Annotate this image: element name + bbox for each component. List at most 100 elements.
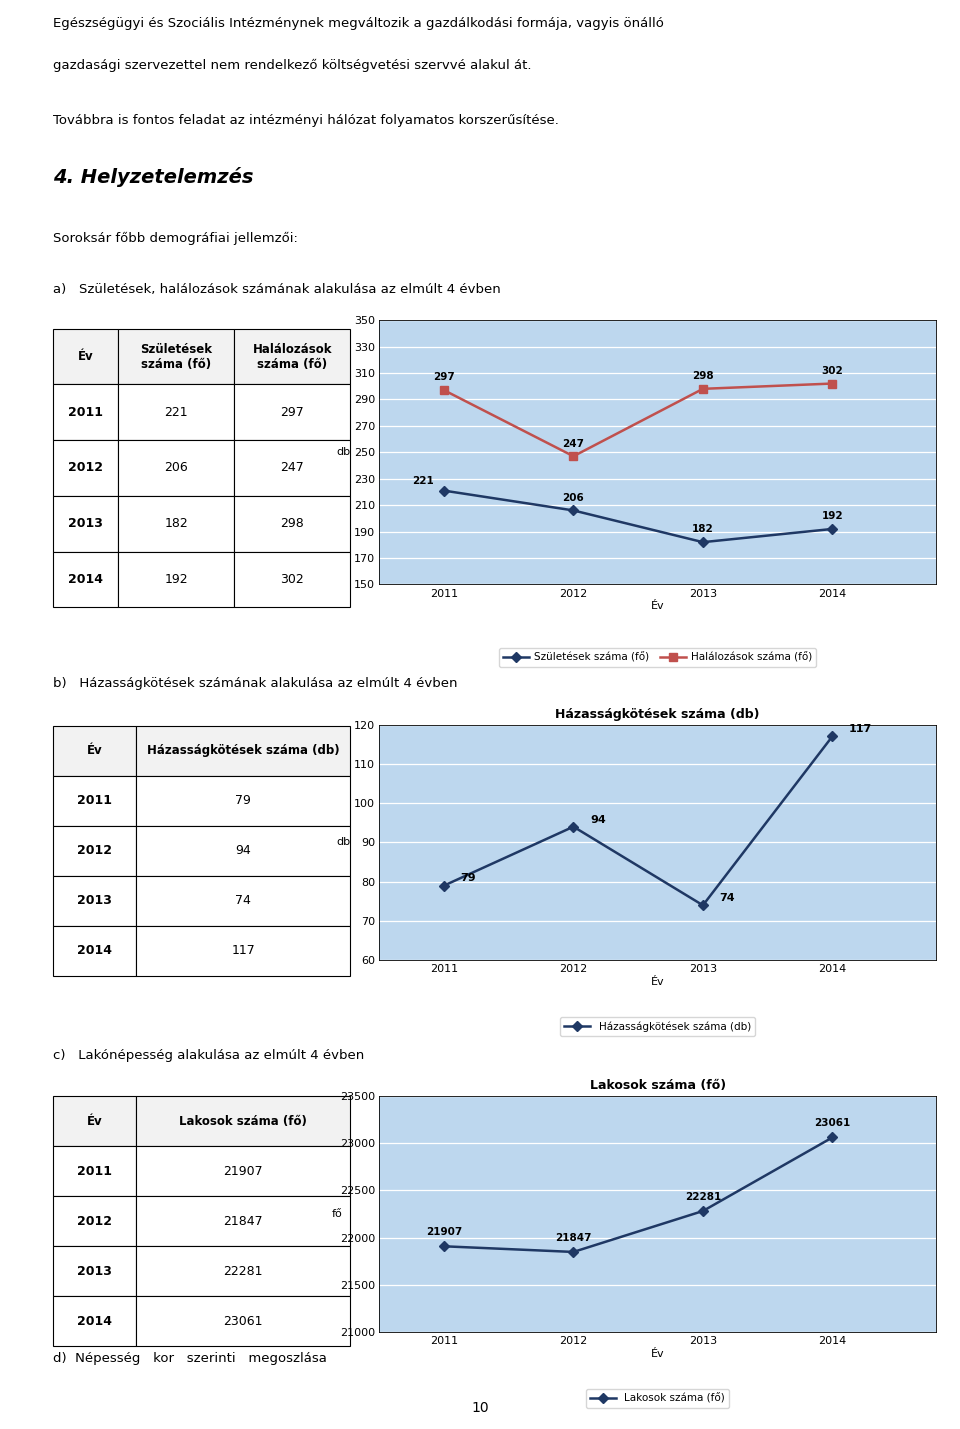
- Text: 117: 117: [849, 725, 873, 735]
- Text: Soroksár főbb demográfiai jellemzői:: Soroksár főbb demográfiai jellemzői:: [53, 231, 298, 244]
- Text: b)   Házasságkötések számának alakulása az elmúlt 4 évben: b) Házasságkötések számának alakulása az…: [53, 677, 457, 690]
- Text: 4. Helyzetelemzés: 4. Helyzetelemzés: [53, 167, 253, 187]
- Text: 74: 74: [720, 893, 735, 903]
- FancyBboxPatch shape: [136, 1296, 350, 1346]
- Házasságkötések száma (db): [827, 727, 838, 745]
- FancyBboxPatch shape: [136, 726, 350, 776]
- Születések száma (fő): [567, 502, 579, 519]
- Text: 297: 297: [433, 373, 455, 383]
- FancyBboxPatch shape: [53, 926, 136, 976]
- Text: 79: 79: [235, 795, 252, 807]
- FancyBboxPatch shape: [136, 826, 350, 876]
- FancyBboxPatch shape: [136, 876, 350, 926]
- Text: 2013: 2013: [77, 895, 112, 907]
- FancyBboxPatch shape: [53, 726, 136, 776]
- Text: Továbbra is fontos feladat az intézményi hálózat folyamatos korszerűsítése.: Továbbra is fontos feladat az intézményi…: [53, 114, 559, 127]
- Text: a)   Születések, halálozások számának alakulása az elmúlt 4 évben: a) Születések, halálozások számának alak…: [53, 283, 500, 296]
- Text: 2011: 2011: [77, 795, 112, 807]
- Házasságkötések száma (db): [697, 897, 708, 915]
- Line: Születések száma (fő): Születések száma (fő): [441, 487, 836, 546]
- Lakosok száma (fő): [438, 1238, 449, 1255]
- Legend: Lakosok száma (fő): Lakosok száma (fő): [586, 1389, 730, 1408]
- Halálozások száma (fő): [827, 374, 838, 392]
- FancyBboxPatch shape: [53, 1246, 136, 1296]
- FancyBboxPatch shape: [136, 1146, 350, 1196]
- Házasságkötések száma (db): [438, 877, 449, 895]
- FancyBboxPatch shape: [53, 1146, 136, 1196]
- Text: 297: 297: [280, 406, 304, 419]
- Text: c)   Lakónépesség alakulása az elmúlt 4 évben: c) Lakónépesség alakulása az elmúlt 4 év…: [53, 1049, 364, 1062]
- FancyBboxPatch shape: [53, 440, 118, 496]
- Line: Házasságkötések száma (db): Házasságkötések száma (db): [441, 733, 836, 909]
- FancyBboxPatch shape: [118, 496, 234, 552]
- Text: Halálozások
száma (fő): Halálozások száma (fő): [252, 343, 332, 370]
- Születések száma (fő): [827, 520, 838, 537]
- Text: 2012: 2012: [77, 845, 112, 857]
- Lakosok száma (fő): [567, 1243, 579, 1260]
- FancyBboxPatch shape: [234, 440, 350, 496]
- FancyBboxPatch shape: [53, 329, 118, 384]
- Text: gazdasági szervezettel nem rendelkező költségvetési szervvé alakul át.: gazdasági szervezettel nem rendelkező kö…: [53, 59, 531, 71]
- Line: Lakosok száma (fő): Lakosok száma (fő): [441, 1135, 836, 1256]
- Text: 2011: 2011: [68, 406, 103, 419]
- Text: 247: 247: [280, 462, 304, 474]
- Text: 2012: 2012: [77, 1215, 112, 1228]
- Text: 94: 94: [235, 845, 252, 857]
- FancyBboxPatch shape: [136, 776, 350, 826]
- FancyBboxPatch shape: [53, 876, 136, 926]
- Text: 94: 94: [590, 815, 606, 825]
- Text: 2013: 2013: [68, 517, 103, 530]
- Text: 23061: 23061: [814, 1119, 851, 1129]
- FancyBboxPatch shape: [53, 384, 118, 440]
- FancyBboxPatch shape: [136, 1246, 350, 1296]
- FancyBboxPatch shape: [136, 926, 350, 976]
- Text: 21847: 21847: [224, 1215, 263, 1228]
- FancyBboxPatch shape: [53, 496, 118, 552]
- Title: Lakosok száma (fő): Lakosok száma (fő): [589, 1079, 726, 1092]
- FancyBboxPatch shape: [234, 329, 350, 384]
- Legend: Születések száma (fő), Halálozások száma (fő): Születések száma (fő), Halálozások száma…: [499, 647, 816, 667]
- Text: Születések
száma (fő): Születések száma (fő): [140, 343, 212, 370]
- Text: d)  Népesség   kor   szerinti   megoszlása: d) Népesség kor szerinti megoszlása: [53, 1352, 326, 1365]
- Text: 221: 221: [164, 406, 188, 419]
- Text: Egészségügyi és Szociális Intézménynek megváltozik a gazdálkodási formája, vagyi: Egészségügyi és Szociális Intézménynek m…: [53, 17, 663, 30]
- Házasságkötések száma (db): [567, 817, 579, 835]
- Text: 22281: 22281: [684, 1192, 721, 1202]
- Y-axis label: db: db: [336, 447, 350, 457]
- Text: 182: 182: [692, 524, 714, 534]
- FancyBboxPatch shape: [118, 440, 234, 496]
- FancyBboxPatch shape: [136, 1196, 350, 1246]
- Text: 74: 74: [235, 895, 252, 907]
- Text: 302: 302: [280, 573, 304, 586]
- FancyBboxPatch shape: [234, 552, 350, 607]
- Text: 2014: 2014: [77, 945, 112, 957]
- Text: 298: 298: [692, 372, 713, 382]
- Legend: Házasságkötések száma (db): Házasságkötések száma (db): [560, 1017, 756, 1036]
- Title: Házasságkötések száma (db): Házasságkötések száma (db): [555, 707, 760, 720]
- Text: 2011: 2011: [77, 1165, 112, 1177]
- FancyBboxPatch shape: [53, 552, 118, 607]
- FancyBboxPatch shape: [234, 384, 350, 440]
- Születések száma (fő): [697, 533, 708, 550]
- Text: Házasságkötések száma (db): Házasságkötések száma (db): [147, 745, 340, 757]
- Text: 2014: 2014: [77, 1315, 112, 1328]
- X-axis label: Év: Év: [651, 1349, 664, 1359]
- Text: 21907: 21907: [224, 1165, 263, 1177]
- Text: Év: Év: [78, 350, 93, 363]
- Text: 192: 192: [822, 512, 843, 522]
- Text: 2013: 2013: [77, 1265, 112, 1278]
- FancyBboxPatch shape: [234, 496, 350, 552]
- Text: 2012: 2012: [68, 462, 103, 474]
- Y-axis label: fő: fő: [332, 1209, 343, 1219]
- FancyBboxPatch shape: [53, 826, 136, 876]
- FancyBboxPatch shape: [118, 384, 234, 440]
- FancyBboxPatch shape: [118, 329, 234, 384]
- Text: 117: 117: [231, 945, 255, 957]
- Text: 182: 182: [164, 517, 188, 530]
- Text: 302: 302: [822, 366, 843, 376]
- Text: 21847: 21847: [555, 1233, 591, 1243]
- Halálozások száma (fő): [567, 447, 579, 464]
- FancyBboxPatch shape: [118, 552, 234, 607]
- Text: 206: 206: [164, 462, 188, 474]
- Text: 10: 10: [471, 1400, 489, 1415]
